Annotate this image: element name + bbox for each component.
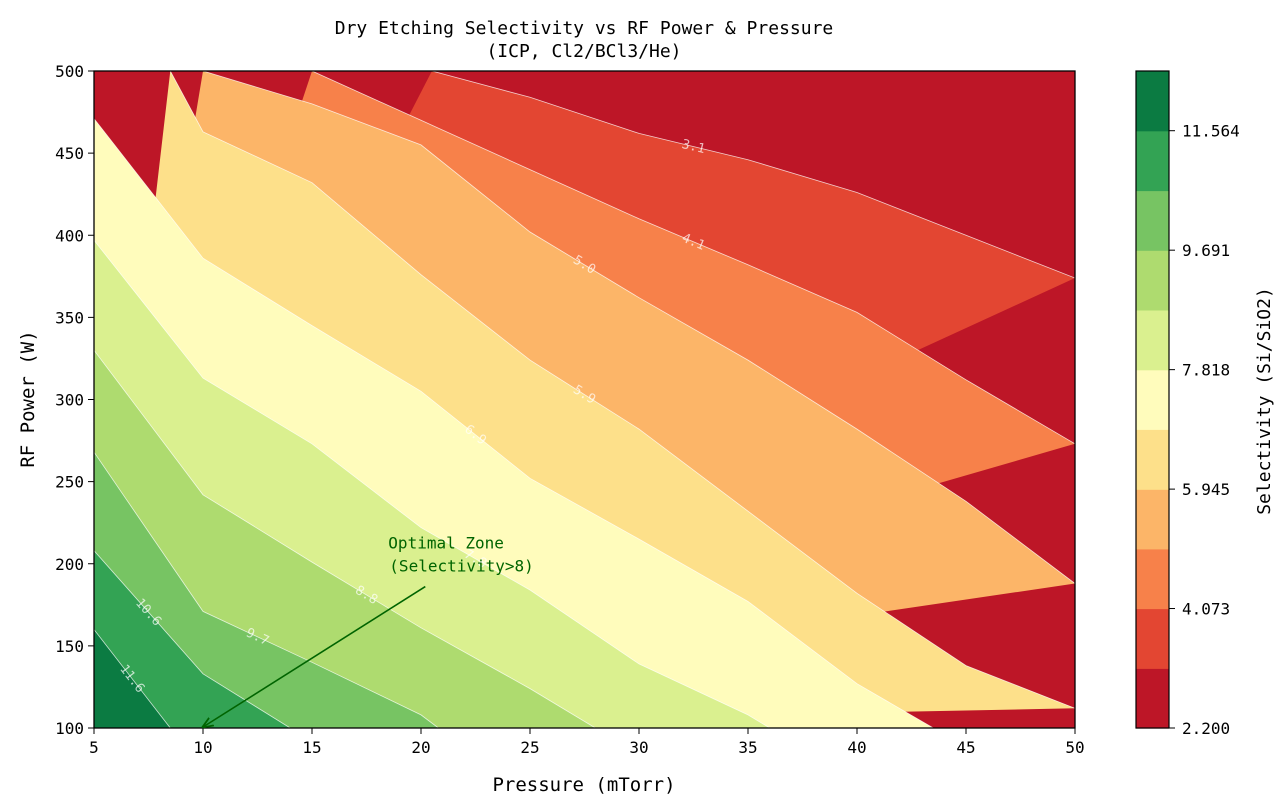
colorbar-segment [1136, 250, 1169, 311]
colorbar-segment [1136, 369, 1169, 430]
x-tick-label: 45 [956, 738, 975, 757]
colorbar-segment [1136, 429, 1169, 490]
colorbar-segment [1136, 668, 1169, 729]
contour-line-9.7 [94, 451, 439, 728]
colorbar-segment [1136, 489, 1169, 550]
contour-bands [94, 71, 1075, 728]
colorbar-segment [1136, 71, 1169, 132]
x-tick-label: 10 [193, 738, 212, 757]
contour-line-3.1 [431, 71, 1075, 279]
colorbar-segment [1136, 309, 1169, 371]
colorbar-tick-label: 5.945 [1182, 480, 1230, 499]
colorbar [1135, 70, 1170, 729]
optimal-zone-annotation: Optimal Zone (Selectivity>8) [203, 534, 534, 727]
colorbar-tick-label: 9.691 [1182, 241, 1230, 260]
contour-line-4.1 [311, 71, 1075, 445]
x-tick-label: 5 [89, 738, 99, 757]
x-tick-label: 30 [629, 738, 648, 757]
chart-subtitle: (ICP, Cl2/BCl3/He) [486, 41, 681, 62]
annotation-text-line1: Optimal Zone [388, 534, 504, 553]
colorbar-ticks: 2.200 4.073 5.945 7.818 9.691 11.564 [1169, 122, 1240, 738]
y-axis-label: RF Power (W) [17, 330, 39, 467]
colorbar-segment [1136, 608, 1169, 669]
colorbar-tick-label: 4.073 [1182, 600, 1230, 619]
contour-line-5.9 [169, 71, 1075, 709]
x-axis-ticks: 5 10 15 20 25 30 35 40 45 50 [89, 728, 1085, 757]
x-tick-label: 15 [302, 738, 321, 757]
contour-line-5.0 [202, 71, 1075, 584]
contour-band-9 [94, 550, 1075, 728]
contour-line-8.8 [94, 349, 596, 728]
y-tick-label: 250 [55, 473, 84, 492]
colorbar-frame [1135, 70, 1170, 729]
x-tick-label: 20 [411, 738, 430, 757]
x-tick-label: 50 [1065, 738, 1084, 757]
annotation-arrow [203, 585, 426, 727]
y-axis-ticks: 100 150 200 250 300 350 400 450 500 [55, 62, 94, 738]
contour-label: 3.1 [680, 137, 706, 157]
contour-line-11.6 [94, 629, 171, 728]
x-tick-label: 40 [847, 738, 866, 757]
contour-line-6.9 [94, 118, 934, 728]
y-tick-label: 100 [55, 719, 84, 738]
colorbar-segment [1136, 190, 1169, 251]
contour-lines [94, 71, 1075, 728]
colorbar-segment [1136, 130, 1169, 192]
x-axis-label: Pressure (mTorr) [492, 774, 675, 796]
y-tick-label: 200 [55, 555, 84, 574]
y-tick-label: 450 [55, 144, 84, 163]
y-tick-label: 150 [55, 637, 84, 656]
contour-line-7.8 [94, 239, 771, 728]
annotation-text-line2: (Selectivity>8) [389, 557, 534, 576]
colorbar-segment [1136, 548, 1169, 610]
chart-title: Dry Etching Selectivity vs RF Power & Pr… [335, 18, 834, 39]
x-tick-label: 25 [520, 738, 539, 757]
y-tick-label: 350 [55, 308, 84, 327]
colorbar-label: Selectivity (Si/SiO2) [1254, 287, 1275, 515]
colorbar-tick-label: 2.200 [1182, 719, 1230, 738]
contour-band-7 [94, 350, 1075, 728]
y-tick-label: 400 [55, 226, 84, 245]
contour-line-10.6 [94, 550, 291, 728]
x-tick-label: 35 [738, 738, 757, 757]
y-tick-label: 500 [55, 62, 84, 81]
y-tick-label: 300 [55, 391, 84, 410]
colorbar-tick-label: 11.564 [1182, 122, 1240, 141]
colorbar-tick-label: 7.818 [1182, 361, 1230, 380]
